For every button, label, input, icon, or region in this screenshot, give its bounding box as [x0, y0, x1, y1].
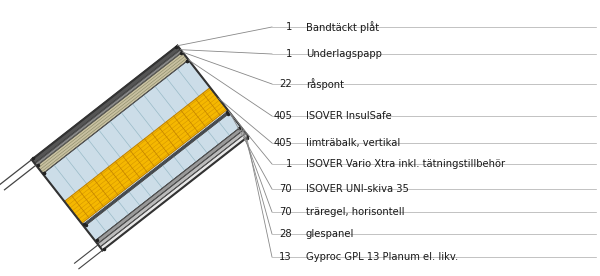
Polygon shape: [83, 111, 230, 227]
Polygon shape: [64, 87, 227, 224]
Text: ISOVER UNI-skiva 35: ISOVER UNI-skiva 35: [306, 184, 409, 194]
Text: 13: 13: [280, 252, 292, 262]
Polygon shape: [84, 113, 241, 241]
Text: 70: 70: [280, 207, 292, 217]
Text: Gyproc GPL 13 Planum el. likv.: Gyproc GPL 13 Planum el. likv.: [306, 252, 458, 262]
Text: 28: 28: [280, 229, 292, 239]
Text: limträbalk, vertikal: limträbalk, vertikal: [306, 138, 400, 148]
Text: träregel, horisontell: träregel, horisontell: [306, 207, 404, 217]
Text: 1: 1: [286, 22, 292, 32]
Text: råspont: råspont: [306, 78, 344, 90]
Text: glespanel: glespanel: [306, 229, 355, 239]
Text: 1: 1: [286, 49, 292, 59]
Polygon shape: [37, 52, 188, 174]
Text: Underlagspapp: Underlagspapp: [306, 49, 382, 59]
Text: ISOVER InsulSafe: ISOVER InsulSafe: [306, 111, 392, 121]
Text: 70: 70: [280, 184, 292, 194]
Polygon shape: [98, 130, 246, 247]
Polygon shape: [43, 60, 229, 225]
Polygon shape: [35, 50, 182, 166]
Polygon shape: [32, 46, 181, 164]
Text: 1: 1: [286, 159, 292, 169]
Text: 405: 405: [273, 111, 292, 121]
Polygon shape: [100, 133, 248, 250]
Polygon shape: [95, 127, 244, 244]
Text: ISOVER Vario Xtra inkl. tätningstillbehör: ISOVER Vario Xtra inkl. tätningstillbehö…: [306, 159, 505, 169]
Text: 22: 22: [279, 79, 292, 89]
Text: 405: 405: [273, 138, 292, 148]
Text: Bandtäckt plåt: Bandtäckt plåt: [306, 21, 379, 33]
